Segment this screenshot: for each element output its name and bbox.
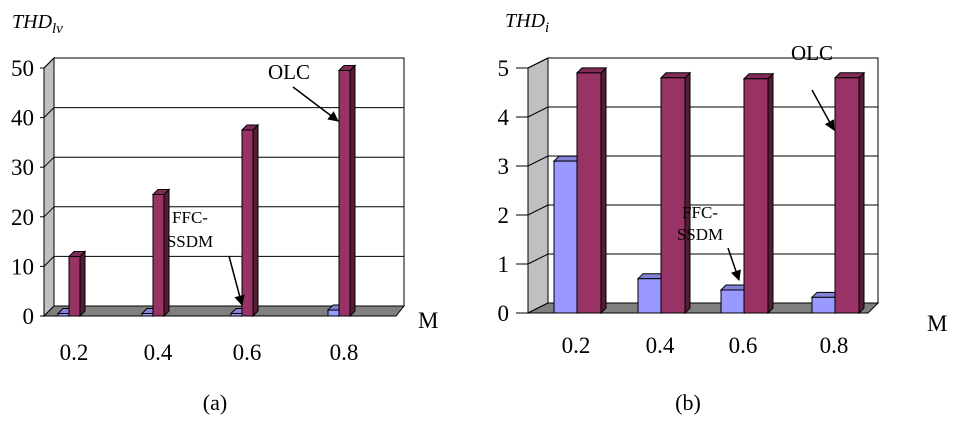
y-tick-label: 4 xyxy=(498,105,510,130)
floor xyxy=(42,305,406,317)
bar-front xyxy=(637,278,663,314)
y-tick-label: 2 xyxy=(498,203,510,228)
annotation-ffc-ssdm: SSDM xyxy=(167,232,213,251)
annotation-olc: OLC xyxy=(268,60,310,84)
y-tick-label: 30 xyxy=(11,155,34,180)
bar-front xyxy=(553,160,579,314)
bar-front xyxy=(152,193,165,317)
bar-front xyxy=(811,296,837,314)
bar-front xyxy=(327,309,340,317)
chart-title: THDi xyxy=(505,10,549,36)
left-wall xyxy=(527,57,549,314)
bar-olc-0.4 xyxy=(151,188,171,318)
x-tick-label: 0.2 xyxy=(60,340,89,365)
caption: (a) xyxy=(203,390,227,415)
annotation-olc-arrow xyxy=(811,89,835,131)
gridline-side xyxy=(43,57,55,69)
bar-front xyxy=(141,313,154,317)
bar-side xyxy=(767,72,774,315)
y-tick-label: 0 xyxy=(498,301,510,326)
gridline-side xyxy=(43,156,55,168)
bar-olc-0.6 xyxy=(742,72,775,315)
gridline-side xyxy=(527,253,549,265)
y-tick-label: 20 xyxy=(11,205,34,230)
bar-front xyxy=(720,289,746,314)
x-tick-label: 0.8 xyxy=(820,333,849,358)
bar-top xyxy=(742,73,775,80)
left-wall xyxy=(43,56,55,318)
bar-side xyxy=(600,66,607,315)
bar-side xyxy=(79,250,86,318)
x-tick-label: 0.6 xyxy=(729,333,758,358)
bar-olc-0.6 xyxy=(240,123,260,318)
x-tick-label: 0.2 xyxy=(562,333,591,358)
y-tick-label: 50 xyxy=(11,56,34,81)
chart-b: 0 1 2 3 4 5 0.2 0.4 0.6 0.8 M THDi (b) OLC FFC- SSDM xyxy=(498,10,948,415)
bar-side xyxy=(252,123,259,318)
chart-a: 0 10 20 30 40 50 0.2 0.4 0.6 0.8 M THDlv (a) OLC FFC- S… xyxy=(11,11,438,415)
bar-front xyxy=(576,72,602,314)
bar-top xyxy=(659,72,692,79)
bar-olc-0.2 xyxy=(67,250,87,318)
x-axis-label: M xyxy=(418,308,438,333)
y-tick-label: 5 xyxy=(498,56,510,81)
annotation-ffc-ssdm-arrow xyxy=(727,247,741,281)
gridline-side xyxy=(527,106,549,118)
bar-front xyxy=(660,77,686,314)
x-tick-label: 0.8 xyxy=(330,340,359,365)
annotation-ffc-ssdm: SSDM xyxy=(677,225,723,244)
x-tick-label: 0.4 xyxy=(646,333,675,358)
y-tick-label: 40 xyxy=(11,106,34,131)
y-tick-label: 1 xyxy=(498,252,510,277)
bar-front xyxy=(743,78,769,314)
bar-side xyxy=(858,71,865,315)
x-axis-label: M xyxy=(927,311,947,336)
gridline-side xyxy=(527,155,549,167)
bar-side xyxy=(684,71,691,315)
gridline-side xyxy=(527,57,549,69)
x-tick-label: 0.6 xyxy=(233,340,262,365)
annotation-olc: OLC xyxy=(791,41,833,65)
bar-front xyxy=(230,313,243,317)
caption: (b) xyxy=(675,390,701,415)
bar-front xyxy=(57,313,70,317)
bar-side xyxy=(349,64,356,318)
bar-olc-0.8 xyxy=(833,71,866,315)
bar-side xyxy=(163,188,170,318)
y-tick-label: 3 xyxy=(498,154,510,179)
bar-olc-0.4 xyxy=(659,71,692,315)
gridline-side xyxy=(43,107,55,118)
bar-front xyxy=(834,77,860,314)
y-tick-label: 10 xyxy=(11,254,34,279)
chart-title: THDlv xyxy=(12,11,63,37)
gridline-side xyxy=(527,204,549,216)
bar-top xyxy=(575,67,608,74)
y-tick-label: 0 xyxy=(23,304,35,329)
annotation-olc-arrow xyxy=(292,86,339,122)
bar-front xyxy=(68,255,81,317)
bar-olc-0.2 xyxy=(575,66,608,315)
bar-front xyxy=(241,129,254,317)
gridline-side xyxy=(43,206,55,218)
bar-top xyxy=(833,72,866,79)
annotation-ffc-ssdm: FFC- xyxy=(682,203,718,222)
bar-front xyxy=(338,69,351,317)
x-tick-label: 0.4 xyxy=(144,340,173,365)
gridline-side xyxy=(43,256,55,267)
annotation-ffc-ssdm: FFC- xyxy=(172,208,208,227)
annotation-ffc-ssdm-arrow xyxy=(228,255,245,307)
bar-olc-0.8 xyxy=(337,64,357,318)
